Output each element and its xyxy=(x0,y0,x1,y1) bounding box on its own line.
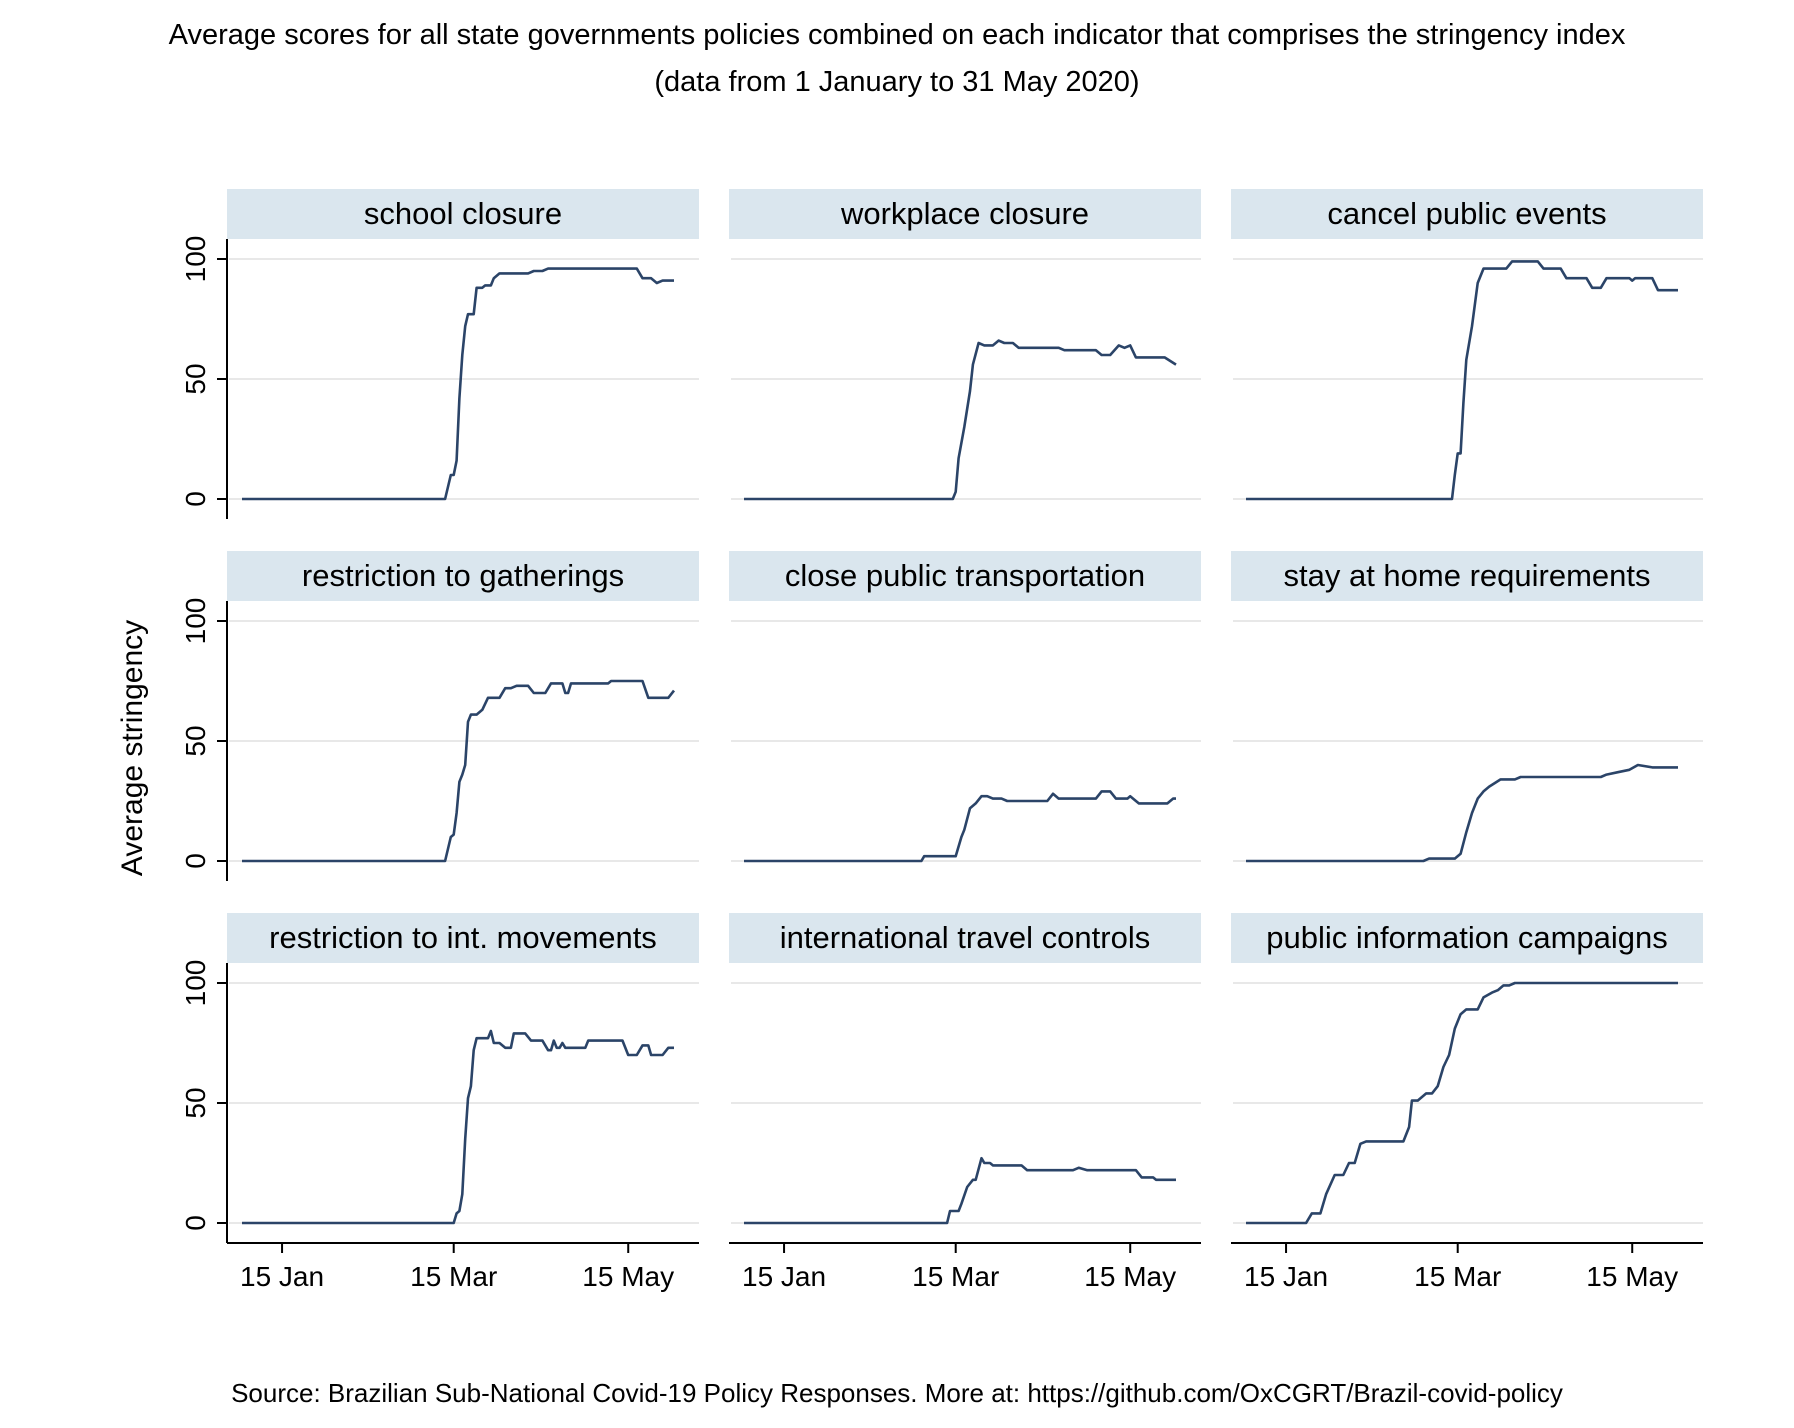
panel-title: cancel public events xyxy=(1327,196,1606,231)
chart-title: Average scores for all state governments… xyxy=(0,12,1794,106)
panel-title: stay at home requirements xyxy=(1283,558,1650,593)
y-tick-label: 0 xyxy=(180,1215,211,1231)
panel-title: restriction to gatherings xyxy=(302,558,624,593)
panel-strip xyxy=(1231,189,1703,239)
series-line xyxy=(1246,260,1678,501)
y-tick-label: 100 xyxy=(180,236,211,283)
series-line xyxy=(744,1156,1176,1225)
panel-strip xyxy=(1231,913,1703,963)
series-line xyxy=(1246,763,1678,863)
chart-title-line1: Average scores for all state governments… xyxy=(168,19,1626,51)
y-axis-title: Average stringency xyxy=(116,620,149,876)
x-tick-label: 15 Mar xyxy=(1414,1261,1501,1292)
x-tick-label: 15 Jan xyxy=(742,1261,826,1292)
panel-title: restriction to int. movements xyxy=(269,920,657,955)
x-tick-label: 15 May xyxy=(1084,1261,1176,1292)
panel-strip xyxy=(729,551,1201,601)
series-line xyxy=(242,679,676,863)
panel-title: international travel controls xyxy=(780,920,1150,955)
panel-international-travel-controls: international travel controls 15 Jan 15 Ma… xyxy=(729,913,1201,1292)
x-tick-label: 15 Jan xyxy=(1244,1261,1328,1292)
panel-title: school closure xyxy=(364,196,562,231)
series-line xyxy=(1246,981,1678,1225)
panel-title: public information campaigns xyxy=(1266,920,1668,955)
y-tick-label: 50 xyxy=(180,1087,211,1118)
panel-workplace-closure: workplace closure xyxy=(729,189,1201,501)
x-tick-label: 15 May xyxy=(1586,1261,1678,1292)
y-tick-label: 100 xyxy=(180,960,211,1007)
series-line xyxy=(242,267,674,501)
x-tick-label: 15 May xyxy=(582,1261,674,1292)
panel-restriction-to-int-movements: restriction to int. movements 0 50 100 15 Ja… xyxy=(180,913,699,1292)
panel-strip xyxy=(227,551,699,601)
x-tick-label: 15 Mar xyxy=(912,1261,999,1292)
y-tick-label: 50 xyxy=(180,725,211,756)
panel-strip xyxy=(729,189,1201,239)
panel-public-information-campaigns: public information campaigns 15 Jan 15 Mar… xyxy=(1231,913,1703,1292)
panel-restriction-to-gatherings: restriction to gatherings 0 50 100 xyxy=(180,551,699,881)
y-tick-label: 0 xyxy=(180,491,211,507)
series-line xyxy=(744,339,1177,501)
panel-strip xyxy=(1231,551,1703,601)
y-tick-label: 50 xyxy=(180,363,211,394)
panel-strip xyxy=(729,913,1201,963)
x-tick-label: 15 Jan xyxy=(240,1261,324,1292)
series-line xyxy=(744,790,1176,863)
series-line xyxy=(242,1029,674,1225)
x-tick-label: 15 Mar xyxy=(410,1261,497,1292)
panel-cancel-public-events: cancel public events xyxy=(1231,189,1703,501)
panel-strip xyxy=(227,913,699,963)
panel-stay-at-home-requirements: stay at home requirements xyxy=(1231,551,1703,863)
panel-school-closure: school closure 0 50 100 xyxy=(180,189,699,519)
y-tick-label: 100 xyxy=(180,598,211,645)
panel-title: workplace closure xyxy=(840,196,1089,231)
y-tick-label: 0 xyxy=(180,853,211,869)
source-note: Source: Brazilian Sub-National Covid-19 … xyxy=(231,1378,1563,1408)
panel-title: close public transportation xyxy=(785,558,1145,593)
chart-subtitle: (data from 1 January to 31 May 2020) xyxy=(654,66,1140,98)
panel-close-public-transportation: close public transportation xyxy=(729,551,1201,863)
panel-strip xyxy=(227,189,699,239)
